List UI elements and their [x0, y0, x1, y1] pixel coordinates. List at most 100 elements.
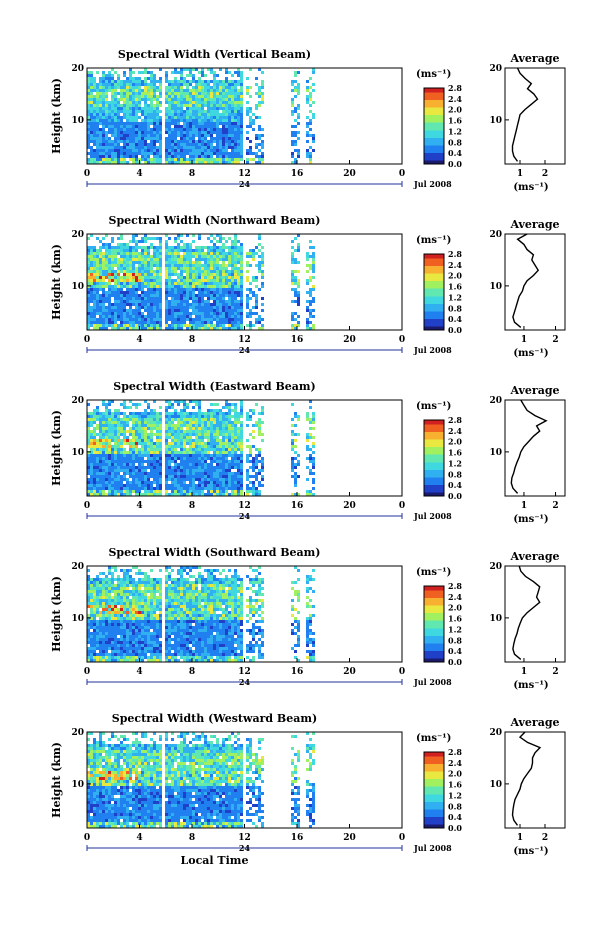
heatmap-cell [231, 321, 234, 324]
heatmap-cell [126, 484, 129, 487]
heatmap-cell [252, 487, 255, 490]
heatmap-cell [192, 412, 195, 415]
heatmap-cell [183, 445, 186, 448]
heatmap-cell [225, 110, 228, 113]
heatmap-cell [87, 421, 90, 424]
heatmap-cell [222, 297, 225, 300]
heatmap-cell [102, 146, 105, 149]
y-tick-label: 10 [71, 116, 84, 126]
heatmap-cell [120, 125, 123, 128]
heatmap-cell [180, 95, 183, 98]
heatmap-cell [240, 324, 243, 327]
heatmap-cell [219, 264, 222, 267]
heatmap-cell [225, 475, 228, 478]
heatmap-cell [102, 490, 105, 493]
heatmap-cell [90, 255, 93, 258]
heatmap-cell [237, 445, 240, 448]
heatmap-cell [165, 110, 168, 113]
heatmap-cell [255, 312, 258, 315]
heatmap-cell [237, 252, 240, 255]
heatmap-cell [195, 412, 198, 415]
heatmap-cell [222, 279, 225, 282]
heatmap-cell [237, 321, 240, 324]
heatmap-cell [159, 267, 162, 270]
heatmap-cell [225, 400, 228, 403]
heatmap-cell [117, 472, 120, 475]
heatmap-cell [120, 146, 123, 149]
heatmap-cell [126, 149, 129, 152]
heatmap-cell [147, 472, 150, 475]
heatmap-cell [135, 104, 138, 107]
heatmap-cell [234, 128, 237, 131]
heatmap-cell [168, 460, 171, 463]
heatmap-cell [123, 122, 126, 125]
heatmap-cell [240, 125, 243, 128]
heatmap-cell [153, 258, 156, 261]
heatmap-cell [102, 89, 105, 92]
heatmap-cell [240, 80, 243, 83]
heatmap-cell [105, 466, 108, 469]
heatmap-cell [165, 252, 168, 255]
heatmap-cell [195, 92, 198, 95]
heatmap-cell [105, 110, 108, 113]
heatmap-cell [234, 249, 237, 252]
heatmap-cell [105, 116, 108, 119]
heatmap-cell [174, 68, 177, 71]
heatmap-cell [96, 128, 99, 131]
heatmap-cell [96, 279, 99, 282]
heatmap-cell [144, 107, 147, 110]
heatmap-cell [177, 300, 180, 303]
heatmap-cell [168, 484, 171, 487]
heatmap-cell [252, 119, 255, 122]
heatmap-cell [96, 98, 99, 101]
heatmap-cell [147, 152, 150, 155]
heatmap-cell [99, 95, 102, 98]
heatmap-cell [207, 110, 210, 113]
heatmap-cell [198, 318, 201, 321]
heatmap-cell [150, 487, 153, 490]
colorbar-frame [423, 253, 445, 331]
heatmap-cell [186, 315, 189, 318]
heatmap-cell [177, 116, 180, 119]
heatmap-cell [117, 276, 120, 279]
heatmap-cell [174, 161, 177, 164]
heatmap-cell [198, 128, 201, 131]
heatmap-cell [87, 122, 90, 125]
heatmap-cell [222, 146, 225, 149]
heatmap-cell [138, 306, 141, 309]
heatmap-cell [159, 146, 162, 149]
heatmap-cell [201, 158, 204, 161]
heatmap-cell [165, 460, 168, 463]
heatmap-cell [222, 86, 225, 89]
heatmap-cell [96, 71, 99, 74]
heatmap-cell [192, 116, 195, 119]
heatmap-cell [207, 252, 210, 255]
heatmap-cell [237, 306, 240, 309]
heatmap-cell [111, 400, 114, 403]
heatmap-cell [150, 143, 153, 146]
heatmap-cell [135, 412, 138, 415]
heatmap-cell [102, 439, 105, 442]
heatmap-cell [135, 451, 138, 454]
heatmap-cell [216, 146, 219, 149]
heatmap-cell [96, 104, 99, 107]
heatmap-cell [207, 95, 210, 98]
heatmap-cell [129, 146, 132, 149]
heatmap-cell [135, 143, 138, 146]
heatmap-cell [174, 481, 177, 484]
heatmap-cell [150, 454, 153, 457]
heatmap-cell [186, 68, 189, 71]
heatmap-cell [213, 312, 216, 315]
heatmap-cell [201, 288, 204, 291]
heatmap-cell [207, 409, 210, 412]
heatmap-cell [210, 140, 213, 143]
heatmap-cell [117, 110, 120, 113]
heatmap-cell [168, 318, 171, 321]
heatmap-cell [141, 454, 144, 457]
heatmap-cell [168, 258, 171, 261]
heatmap-cell [147, 403, 150, 406]
heatmap-cell [108, 318, 111, 321]
heatmap-cell [204, 312, 207, 315]
heatmap-cell [177, 264, 180, 267]
heatmap-cell [159, 297, 162, 300]
